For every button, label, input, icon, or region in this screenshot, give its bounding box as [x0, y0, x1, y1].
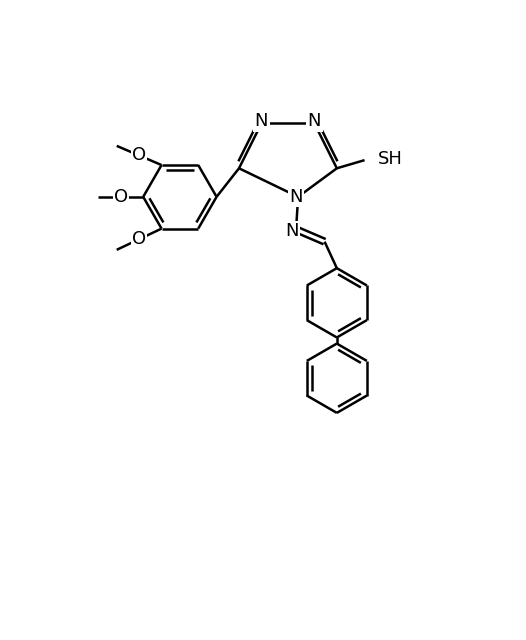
Text: N: N — [255, 113, 268, 131]
Text: SH: SH — [378, 150, 402, 168]
Text: N: N — [308, 113, 321, 131]
Text: N: N — [285, 223, 299, 241]
Text: O: O — [132, 147, 146, 164]
Text: O: O — [132, 230, 146, 248]
Text: N: N — [289, 188, 303, 206]
Text: O: O — [114, 188, 128, 206]
